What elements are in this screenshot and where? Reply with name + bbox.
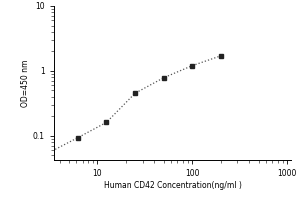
Y-axis label: OD=450 nm: OD=450 nm bbox=[21, 59, 30, 107]
X-axis label: Human CD42 Concentration(ng/ml ): Human CD42 Concentration(ng/ml ) bbox=[103, 181, 242, 190]
